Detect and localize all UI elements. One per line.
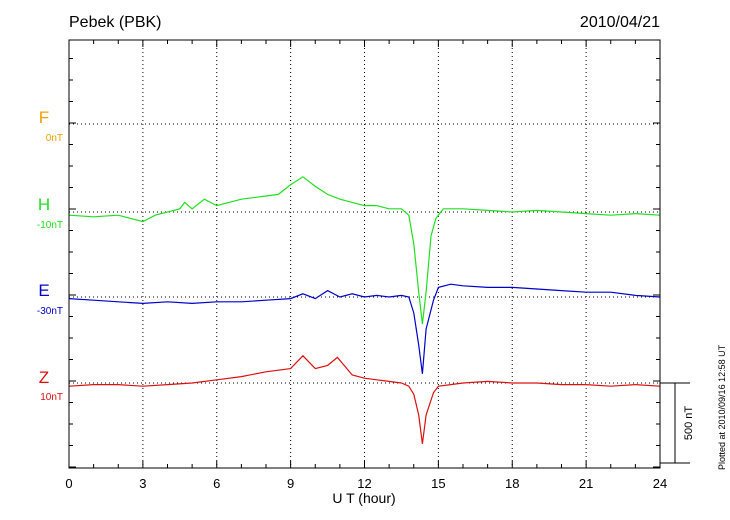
x-tick-label: 18	[505, 476, 519, 491]
series-baseline-h: -10nT	[37, 220, 63, 231]
series-name-e: E	[38, 281, 49, 300]
x-tick-label: 3	[139, 476, 146, 491]
scale-bar: 500 nT	[660, 382, 695, 464]
x-tick-label: 21	[579, 476, 593, 491]
x-tick-label: 0	[65, 476, 72, 491]
x-tick-label: 6	[213, 476, 220, 491]
series-baseline-z: 10nT	[40, 392, 63, 403]
x-tick-label: 9	[287, 476, 294, 491]
x-axis-label: U T (hour)	[332, 490, 395, 506]
series-name-h: H	[38, 195, 50, 214]
x-tick-label: 15	[431, 476, 445, 491]
trace-group	[68, 176, 661, 444]
station-title: Pebek (PBK)	[69, 14, 161, 31]
date-label: 2010/04/21	[580, 14, 660, 31]
series-baseline-f: 0nT	[46, 133, 63, 144]
series-labels: F 0nT H -10nT E -30nT Z 10nT	[37, 108, 63, 403]
series-baseline-e: -30nT	[37, 306, 63, 317]
plotted-at-note: Plotted at 2010/09/16 12:58 UT	[717, 344, 727, 470]
axis-ticks	[68, 40, 661, 468]
trace-h	[68, 176, 661, 325]
series-name-z: Z	[39, 368, 49, 387]
x-tick-labels: 0 3 6 9 12 15 18 21 24	[65, 476, 667, 491]
series-name-f: F	[39, 108, 49, 127]
trace-e	[68, 283, 661, 374]
scale-bar-label: 500 nT	[683, 406, 695, 441]
x-tick-label: 24	[653, 476, 667, 491]
trace-z	[68, 354, 661, 444]
x-tick-label: 12	[357, 476, 371, 491]
